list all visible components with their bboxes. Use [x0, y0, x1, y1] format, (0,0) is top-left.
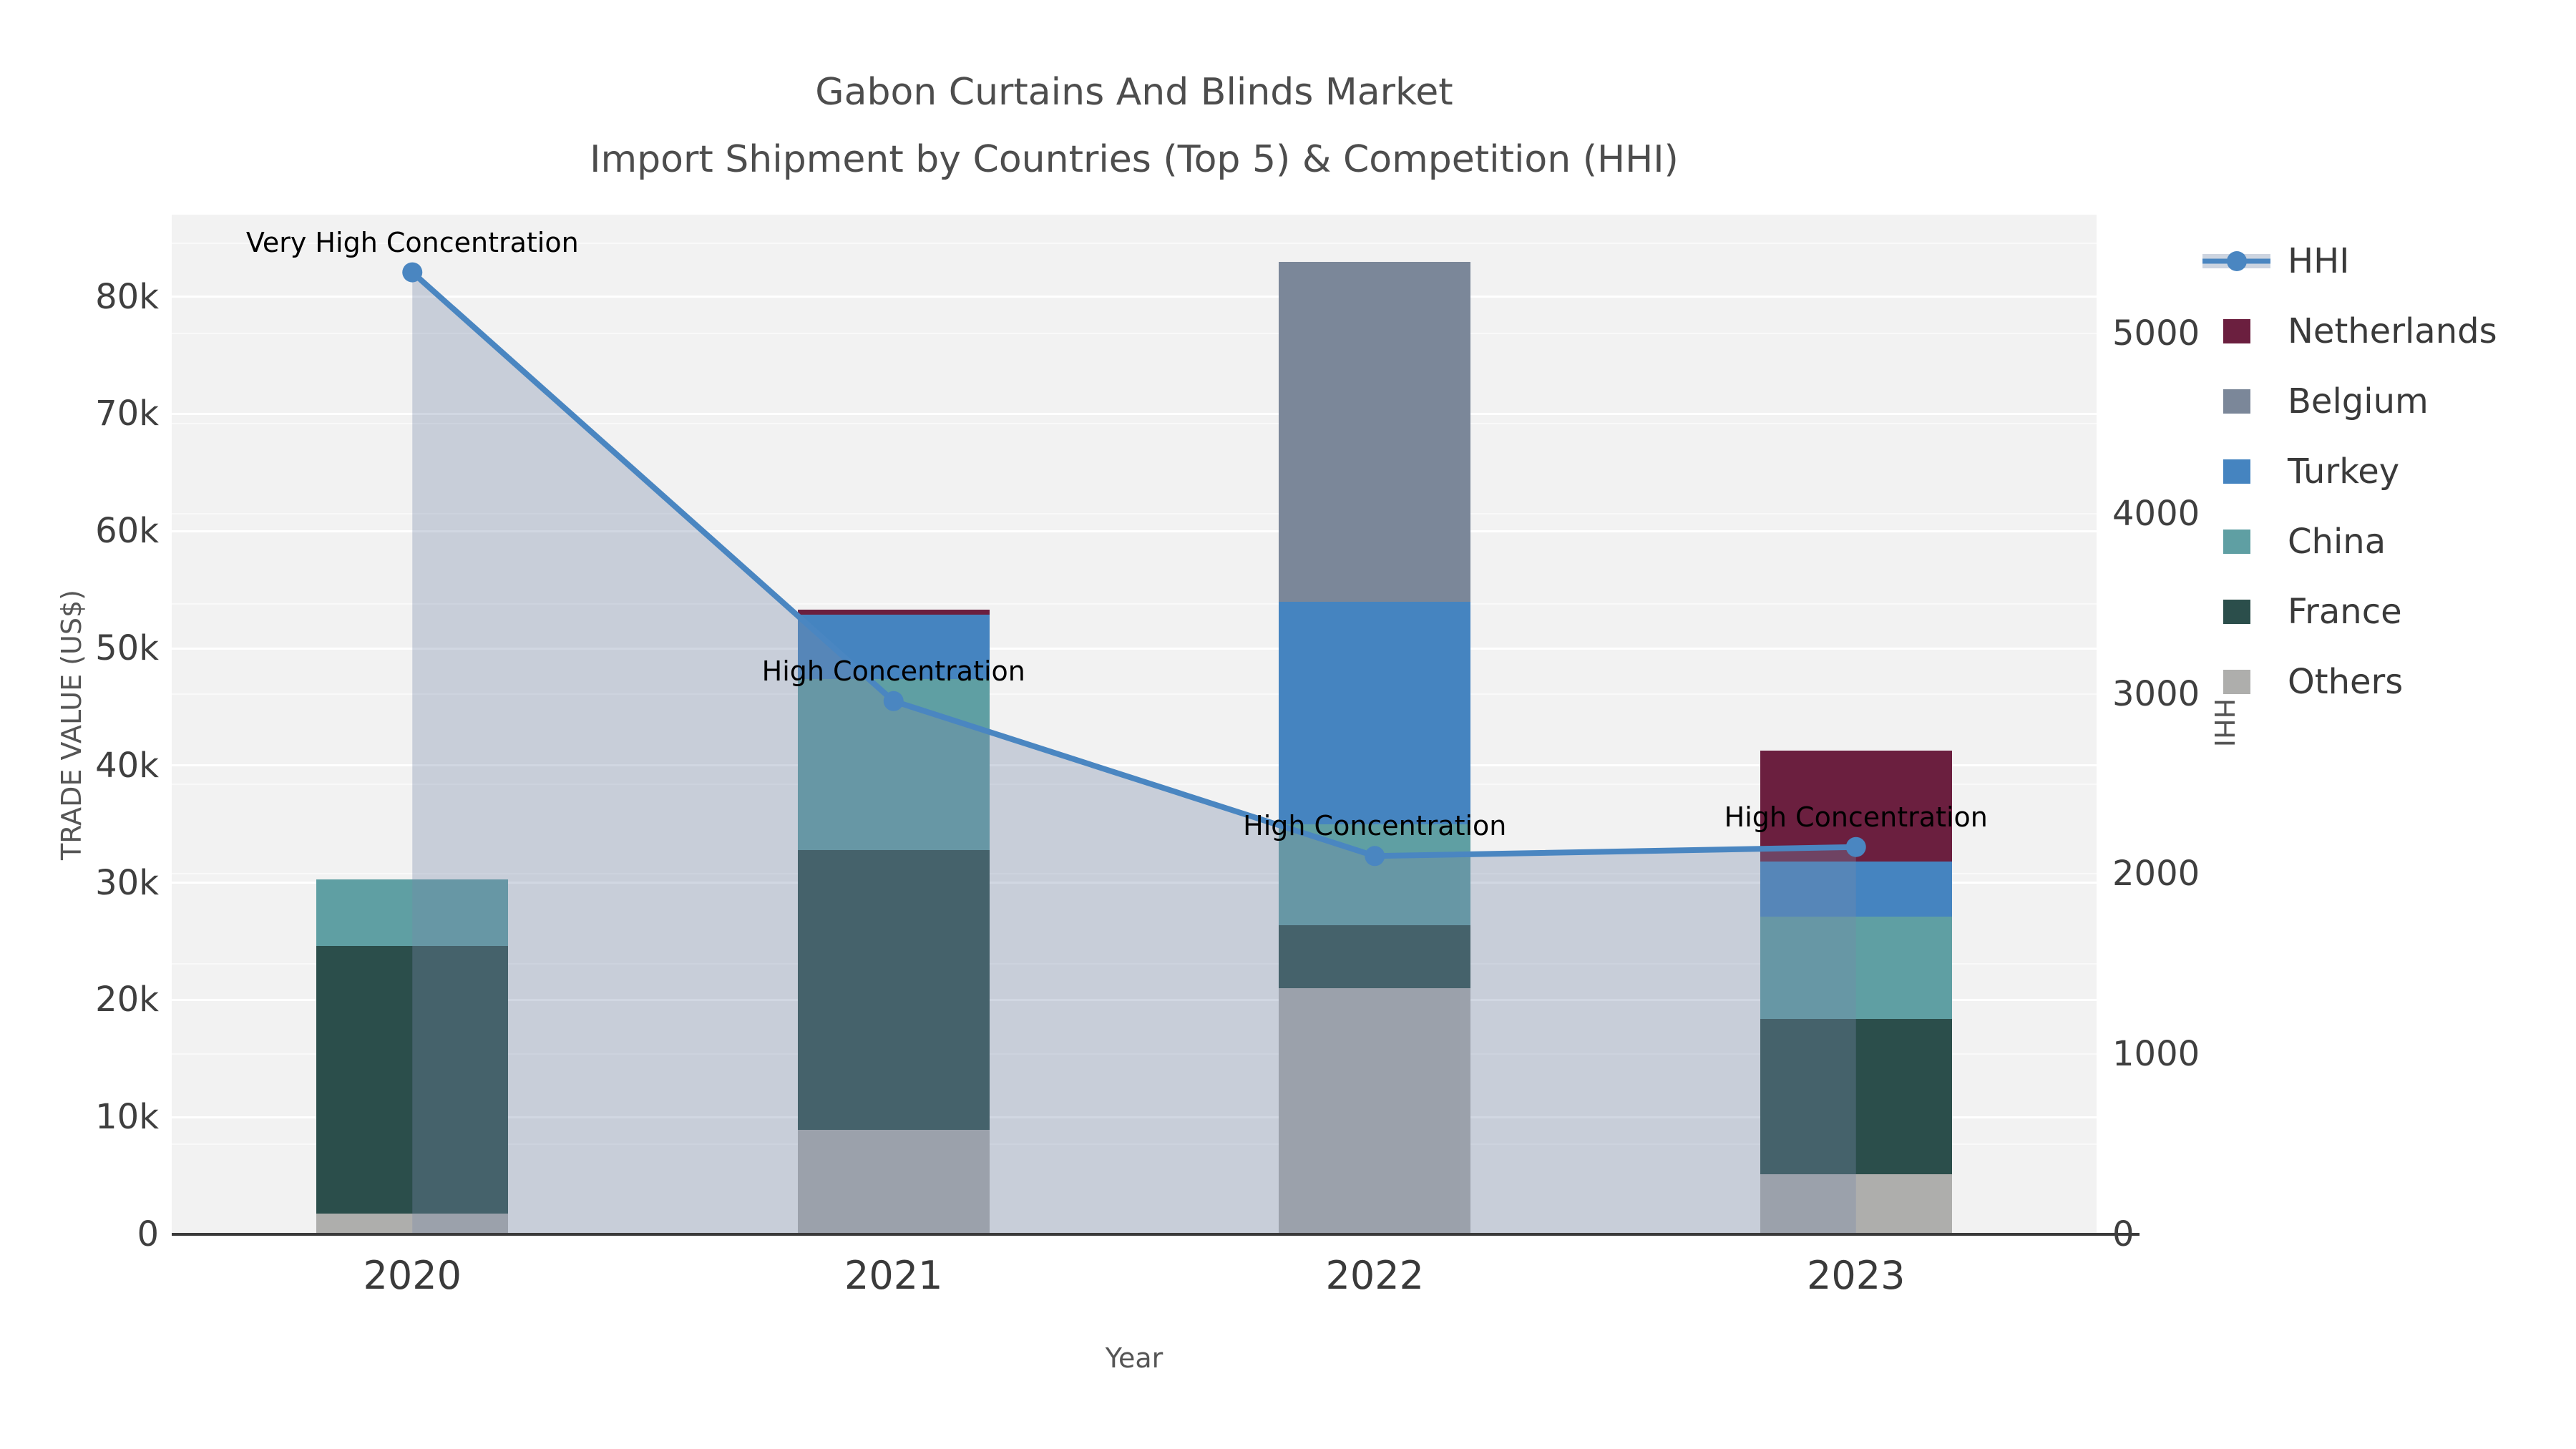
gridline-left [172, 296, 2097, 298]
hhi-annotation-2023: High Concentration [1724, 801, 1988, 833]
gridline-left [172, 647, 2097, 650]
y-right-tick-label: 5000 [2112, 313, 2200, 354]
gridline-right [172, 512, 2097, 514]
legend-label: Belgium [2288, 381, 2429, 421]
gridline-right [172, 963, 2097, 965]
legend-label: Netherlands [2288, 311, 2497, 351]
y-axis-left-title: TRADE VALUE (US$) [56, 589, 87, 860]
y-right-tick-label: 1000 [2112, 1034, 2200, 1075]
bar-segment-china-2020 [316, 879, 509, 947]
y-left-tick-label: 20k [95, 980, 159, 1020]
bar-segment-others-2020 [316, 1213, 509, 1234]
legend-color-swatch-icon [2202, 319, 2270, 343]
x-axis-title: Year [1105, 1342, 1163, 1374]
gridline-right [172, 1143, 2097, 1146]
legend-color-swatch-icon [2202, 600, 2270, 624]
x-tick-label-2020: 2020 [363, 1253, 462, 1298]
color-swatch-china [2223, 530, 2250, 554]
hhi-annotation-2022: High Concentration [1243, 810, 1507, 842]
legend-label: Turkey [2288, 452, 2400, 492]
bar-segment-france-2022 [1279, 924, 1471, 989]
gridline-right [172, 693, 2097, 695]
y-right-tick-label: 2000 [2112, 854, 2200, 894]
y-left-tick-label: 50k [95, 628, 159, 669]
gridline-left [172, 412, 2097, 415]
legend-label: Others [2288, 662, 2404, 702]
x-tick-label-2021: 2021 [844, 1253, 943, 1298]
y-left-tick-label: 0 [137, 1214, 159, 1254]
bar-segment-china-2021 [797, 678, 990, 850]
bar-segment-others-2021 [797, 1130, 990, 1234]
x-tick-label-2023: 2023 [1807, 1253, 1906, 1298]
legend-item-china: China [2202, 507, 2497, 577]
legend-item-netherlands: Netherlands [2202, 296, 2497, 366]
chart-title: Gabon Curtains And Blinds Market Import … [590, 59, 1679, 193]
bar-segment-netherlands-2021 [797, 609, 990, 615]
hhi-marker-icon [2226, 251, 2247, 271]
legend: HHI Netherlands Belgium Turkey China France Ot… [2202, 226, 2497, 717]
gridline-right [172, 333, 2097, 335]
gridline-right [172, 243, 2097, 245]
legend-color-swatch-icon [2202, 530, 2270, 554]
bar-segment-belgium-2022 [1279, 261, 1471, 602]
legend-color-swatch-icon [2202, 459, 2270, 484]
y-left-tick-label: 60k [95, 511, 159, 552]
gridline-right [172, 423, 2097, 425]
color-swatch-france [2223, 600, 2250, 624]
gridline-left [172, 530, 2097, 532]
gridline-right [172, 873, 2097, 875]
legend-label: China [2288, 522, 2386, 562]
bar-segment-france-2023 [1760, 1018, 1952, 1175]
gridline-left [172, 998, 2097, 1001]
x-tick-label-2022: 2022 [1325, 1253, 1424, 1298]
x-axis-line [172, 1233, 2140, 1236]
legend-label: HHI [2288, 241, 2350, 281]
legend-item-belgium: Belgium [2202, 366, 2497, 436]
legend-item-turkey: Turkey [2202, 436, 2497, 507]
bar-segment-france-2020 [316, 946, 509, 1214]
y-left-tick-label: 70k [95, 394, 159, 434]
chart-title-line2: Import Shipment by Countries (Top 5) & C… [590, 138, 1679, 181]
bar-segment-turkey-2022 [1279, 601, 1471, 824]
hhi-annotation-2021: High Concentration [761, 655, 1025, 687]
y-left-tick-label: 40k [95, 745, 159, 786]
gridline-right [172, 602, 2097, 605]
y-left-tick-label: 30k [95, 862, 159, 903]
y-right-tick-label: 0 [2112, 1214, 2135, 1254]
bar-segment-france-2021 [797, 849, 990, 1131]
legend-item-hhi: HHI [2202, 226, 2497, 296]
y-right-tick-label: 4000 [2112, 493, 2200, 534]
legend-color-swatch-icon [2202, 389, 2270, 414]
color-swatch-belgium [2223, 389, 2250, 414]
color-swatch-others [2223, 670, 2250, 694]
chart-title-line1: Gabon Curtains And Blinds Market [815, 71, 1453, 114]
color-swatch-netherlands [2223, 319, 2250, 343]
y-left-tick-label: 80k [95, 276, 159, 317]
gridline-right [172, 1053, 2097, 1055]
bar-segment-china-2023 [1760, 917, 1952, 1019]
bar-segment-turkey-2023 [1760, 862, 1952, 917]
legend-label: France [2288, 592, 2402, 632]
legend-color-swatch-icon [2202, 670, 2270, 694]
bar-segment-others-2022 [1279, 988, 1471, 1234]
hhi-annotation-2020: Very High Concentration [245, 226, 579, 258]
bar-segment-others-2023 [1760, 1174, 1952, 1234]
legend-item-others: Others [2202, 647, 2497, 717]
y-right-tick-label: 3000 [2112, 673, 2200, 714]
legend-item-france: France [2202, 577, 2497, 647]
color-swatch-turkey [2223, 459, 2250, 484]
gridline-left [172, 1116, 2097, 1118]
gridline-left [172, 882, 2097, 884]
y-left-tick-label: 10k [95, 1097, 159, 1138]
